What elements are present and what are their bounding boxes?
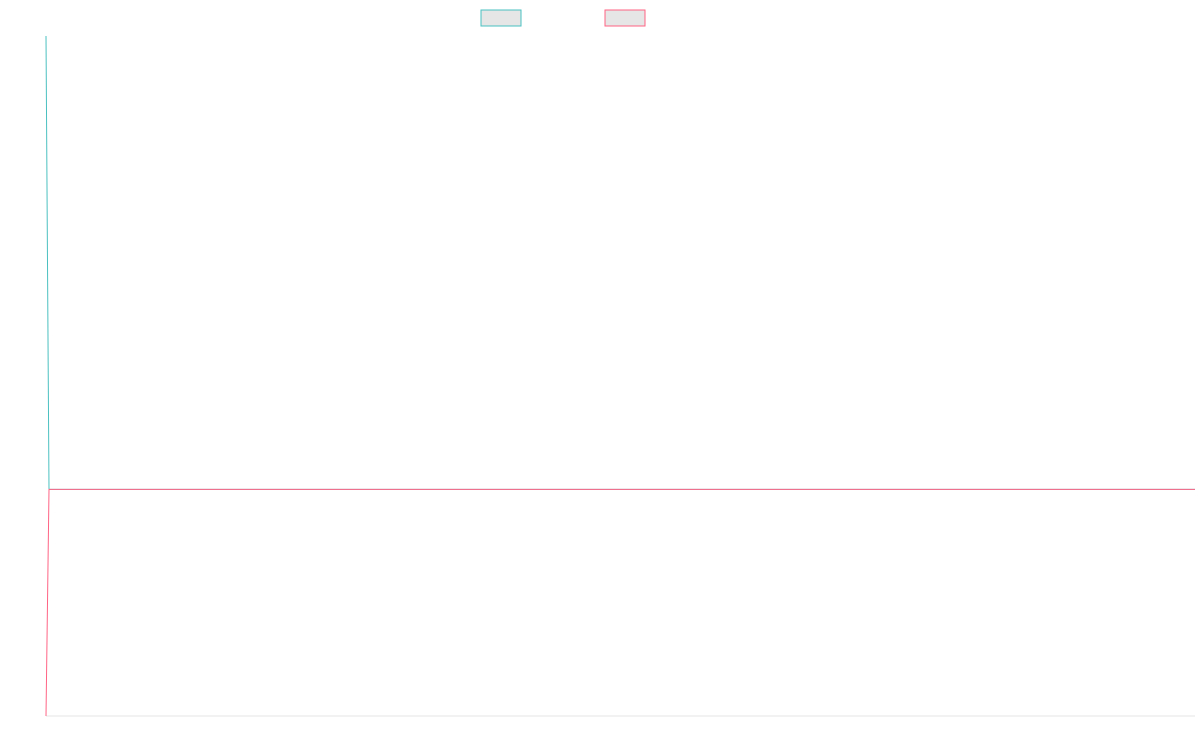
series-line-2 — [45, 488, 1195, 717]
legend[interactable] — [480, 9, 646, 27]
series-layer — [45, 35, 1195, 717]
legend-item-1[interactable] — [480, 9, 522, 27]
series-line-1 — [45, 35, 1195, 490]
legend-swatch-2 — [604, 9, 646, 27]
legend-item-2[interactable] — [604, 9, 646, 27]
legend-swatch-1 — [480, 9, 522, 27]
